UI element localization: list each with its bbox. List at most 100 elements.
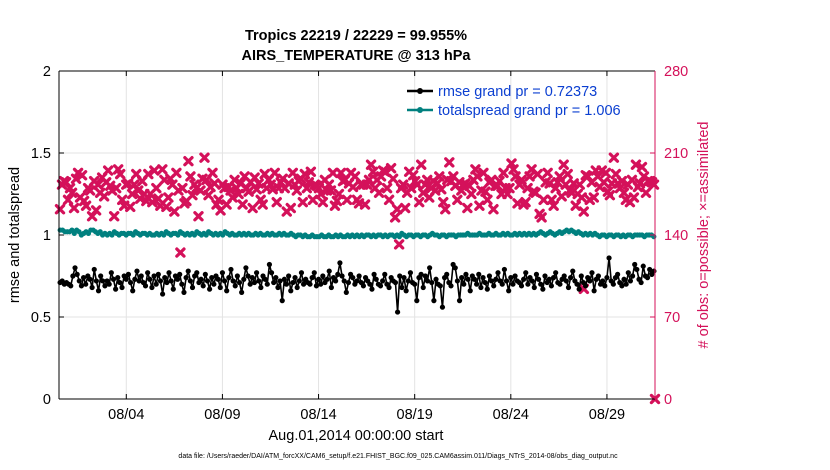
obs-point bbox=[127, 188, 138, 200]
obs-point bbox=[203, 189, 214, 201]
rmse-point bbox=[149, 284, 155, 291]
rmse-point bbox=[290, 279, 296, 286]
rmse-point bbox=[177, 271, 183, 277]
rmse-point bbox=[403, 288, 409, 294]
rmse-point bbox=[493, 276, 499, 282]
rmse-point bbox=[412, 281, 418, 287]
obs-point bbox=[253, 178, 264, 189]
rmse-point bbox=[407, 270, 414, 276]
rmse-point bbox=[542, 273, 548, 279]
obs-point bbox=[327, 167, 339, 179]
axes-layer: 08/04 08/09 08/14 08/19 08/24 08/29 0 0.5 1 1.5 2 0… bbox=[31, 64, 688, 423]
obs-point bbox=[359, 199, 371, 210]
rmse-point bbox=[198, 276, 204, 282]
rmse-point bbox=[550, 275, 557, 281]
rmse-point bbox=[298, 270, 305, 276]
rmse-point bbox=[294, 284, 300, 291]
obs-point bbox=[102, 165, 114, 176]
rmse-point bbox=[239, 289, 245, 295]
rmse-point bbox=[211, 281, 217, 287]
obs-point bbox=[227, 192, 238, 203]
obs-point bbox=[177, 182, 188, 194]
obs-point bbox=[367, 166, 379, 177]
rmse-point bbox=[606, 255, 612, 261]
rmse-point bbox=[251, 279, 258, 286]
obs-point bbox=[285, 202, 296, 214]
obs-point bbox=[305, 166, 317, 177]
rmse-point bbox=[68, 283, 74, 289]
rmse-point bbox=[207, 286, 213, 292]
rmse-point bbox=[117, 279, 123, 286]
obs-point bbox=[175, 247, 186, 258]
rmse-point bbox=[95, 288, 102, 294]
rmse-point bbox=[136, 278, 142, 284]
rmse-point bbox=[369, 286, 375, 292]
rmse-point bbox=[87, 276, 93, 282]
rmse-point bbox=[418, 271, 424, 277]
rmse-point bbox=[540, 286, 546, 292]
obs-point bbox=[444, 157, 455, 168]
rmse-point bbox=[521, 276, 527, 282]
obs-point bbox=[243, 186, 254, 197]
rmse-series bbox=[57, 255, 657, 315]
rmse-point bbox=[228, 266, 234, 273]
rmse-point bbox=[189, 284, 196, 291]
obs-point bbox=[636, 161, 648, 173]
rmse-point bbox=[414, 298, 420, 304]
rmse-point bbox=[339, 273, 345, 279]
y-tick-label-left: 1.5 bbox=[31, 146, 51, 162]
obs-point bbox=[269, 167, 280, 179]
obs-point bbox=[381, 182, 393, 194]
obs-point bbox=[554, 171, 565, 182]
rmse-point bbox=[204, 278, 211, 284]
rmse-point bbox=[262, 276, 268, 282]
rmse-point bbox=[610, 281, 616, 287]
y-tick-label-right: 0 bbox=[664, 392, 672, 408]
obs-point bbox=[488, 204, 499, 215]
rmse-point bbox=[93, 278, 99, 284]
rmse-point bbox=[392, 279, 399, 286]
rmse-point bbox=[110, 276, 117, 282]
x-tick-label: 08/24 bbox=[493, 407, 529, 423]
rmse-point bbox=[377, 283, 384, 289]
obs-point bbox=[209, 178, 220, 189]
obs-point bbox=[349, 171, 361, 182]
rmse-point bbox=[166, 270, 172, 276]
obs-series bbox=[54, 152, 661, 405]
obs-point bbox=[434, 171, 445, 182]
rmse-point bbox=[328, 284, 334, 291]
obs-point bbox=[574, 179, 585, 190]
obs-point bbox=[516, 174, 527, 186]
x-tick-label: 08/14 bbox=[300, 407, 336, 423]
rmse-point bbox=[155, 271, 161, 277]
y-tick-label-left: 0.5 bbox=[31, 310, 51, 326]
rmse-point bbox=[448, 283, 454, 289]
obs-point bbox=[466, 188, 477, 200]
obs-point bbox=[195, 185, 206, 196]
obs-point bbox=[399, 202, 411, 214]
obs-point bbox=[530, 187, 541, 199]
obs-point bbox=[108, 211, 120, 222]
rmse-point bbox=[187, 278, 193, 284]
obs-point bbox=[598, 177, 610, 188]
rmse-point bbox=[335, 271, 341, 277]
obs-point bbox=[62, 194, 74, 206]
obs-point bbox=[648, 179, 660, 190]
legend-rmse-label: rmse grand pr = 0.72373 bbox=[438, 84, 597, 100]
rmse-point bbox=[634, 266, 640, 273]
rmse-point bbox=[170, 286, 176, 292]
rmse-point bbox=[181, 289, 187, 295]
rmse-point bbox=[132, 276, 138, 282]
rmse-point bbox=[640, 263, 646, 269]
obs-point bbox=[133, 185, 144, 196]
rmse-point bbox=[356, 273, 362, 279]
obs-point bbox=[187, 189, 198, 201]
rmse-point bbox=[160, 291, 166, 297]
obs-point bbox=[233, 188, 244, 200]
obs-point bbox=[558, 159, 569, 170]
rmse-point bbox=[209, 275, 215, 281]
rmse-point bbox=[476, 271, 482, 277]
rmse-point bbox=[300, 281, 307, 287]
obs-point bbox=[436, 184, 447, 195]
rmse-point bbox=[638, 279, 644, 286]
